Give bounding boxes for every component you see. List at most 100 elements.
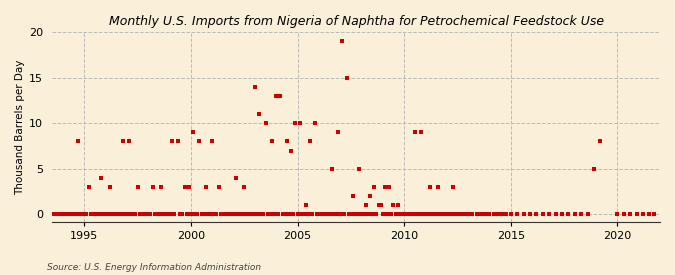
Point <box>612 212 623 217</box>
Point <box>460 212 471 217</box>
Point <box>313 212 324 217</box>
Point <box>279 212 290 217</box>
Point <box>316 212 327 217</box>
Point <box>348 194 358 198</box>
Point <box>59 212 70 217</box>
Point <box>147 185 158 189</box>
Point <box>55 212 66 217</box>
Point <box>111 212 122 217</box>
Point <box>331 212 342 217</box>
Point <box>186 212 196 217</box>
Point <box>371 212 382 217</box>
Point <box>358 212 369 217</box>
Point <box>237 212 248 217</box>
Point <box>260 121 271 125</box>
Point <box>405 212 416 217</box>
Point <box>113 212 124 217</box>
Point <box>437 212 448 217</box>
Point <box>117 139 128 144</box>
Point <box>420 212 431 217</box>
Point <box>128 212 139 217</box>
Point <box>401 212 412 217</box>
Point <box>595 139 605 144</box>
Point <box>66 212 77 217</box>
Point <box>326 167 337 171</box>
Point <box>441 212 452 217</box>
Point <box>53 212 64 217</box>
Point <box>202 212 213 217</box>
Point <box>230 176 241 180</box>
Point <box>151 212 162 217</box>
Point <box>160 212 171 217</box>
Point <box>563 212 574 217</box>
Point <box>219 212 230 217</box>
Point <box>166 139 177 144</box>
Point <box>281 139 292 144</box>
Point <box>64 212 75 217</box>
Point <box>648 212 659 217</box>
Point <box>475 212 486 217</box>
Point <box>81 212 92 217</box>
Point <box>51 212 62 217</box>
Point <box>418 212 429 217</box>
Point <box>205 212 215 217</box>
Point <box>364 194 375 198</box>
Point <box>556 212 567 217</box>
Point <box>241 212 252 217</box>
Point <box>188 130 198 134</box>
Point <box>107 212 117 217</box>
Point <box>446 212 456 217</box>
Point <box>192 212 202 217</box>
Point <box>512 212 522 217</box>
Point <box>217 212 228 217</box>
Point <box>286 148 296 153</box>
Point <box>456 212 467 217</box>
Point <box>140 212 151 217</box>
Point <box>377 212 388 217</box>
Point <box>115 212 126 217</box>
Point <box>638 212 649 217</box>
Point <box>234 212 245 217</box>
Text: Source: U.S. Energy Information Administration: Source: U.S. Energy Information Administ… <box>47 263 261 272</box>
Point <box>422 212 433 217</box>
Point <box>362 212 373 217</box>
Point <box>384 185 395 189</box>
Point <box>303 212 314 217</box>
Point <box>92 212 103 217</box>
Point <box>198 212 209 217</box>
Point <box>589 167 599 171</box>
Point <box>130 212 141 217</box>
Point <box>254 112 265 116</box>
Point <box>427 212 437 217</box>
Point <box>416 130 427 134</box>
Point <box>429 212 439 217</box>
Point <box>454 212 465 217</box>
Point <box>109 212 119 217</box>
Point <box>307 212 318 217</box>
Point <box>518 212 529 217</box>
Point <box>341 75 352 80</box>
Point <box>232 212 243 217</box>
Point <box>344 212 354 217</box>
Point <box>98 212 109 217</box>
Point <box>173 139 184 144</box>
Point <box>96 176 107 180</box>
Point <box>435 212 446 217</box>
Point <box>497 212 508 217</box>
Point <box>298 212 309 217</box>
Point <box>207 139 217 144</box>
Point <box>169 212 180 217</box>
Point <box>194 139 205 144</box>
Point <box>252 212 263 217</box>
Point <box>322 212 333 217</box>
Point <box>386 212 397 217</box>
Point <box>49 212 60 217</box>
Point <box>132 185 143 189</box>
Point <box>506 212 516 217</box>
Point <box>277 212 288 217</box>
Point <box>484 212 495 217</box>
Point <box>458 212 469 217</box>
Point <box>397 212 408 217</box>
Point <box>412 212 423 217</box>
Point <box>273 212 284 217</box>
